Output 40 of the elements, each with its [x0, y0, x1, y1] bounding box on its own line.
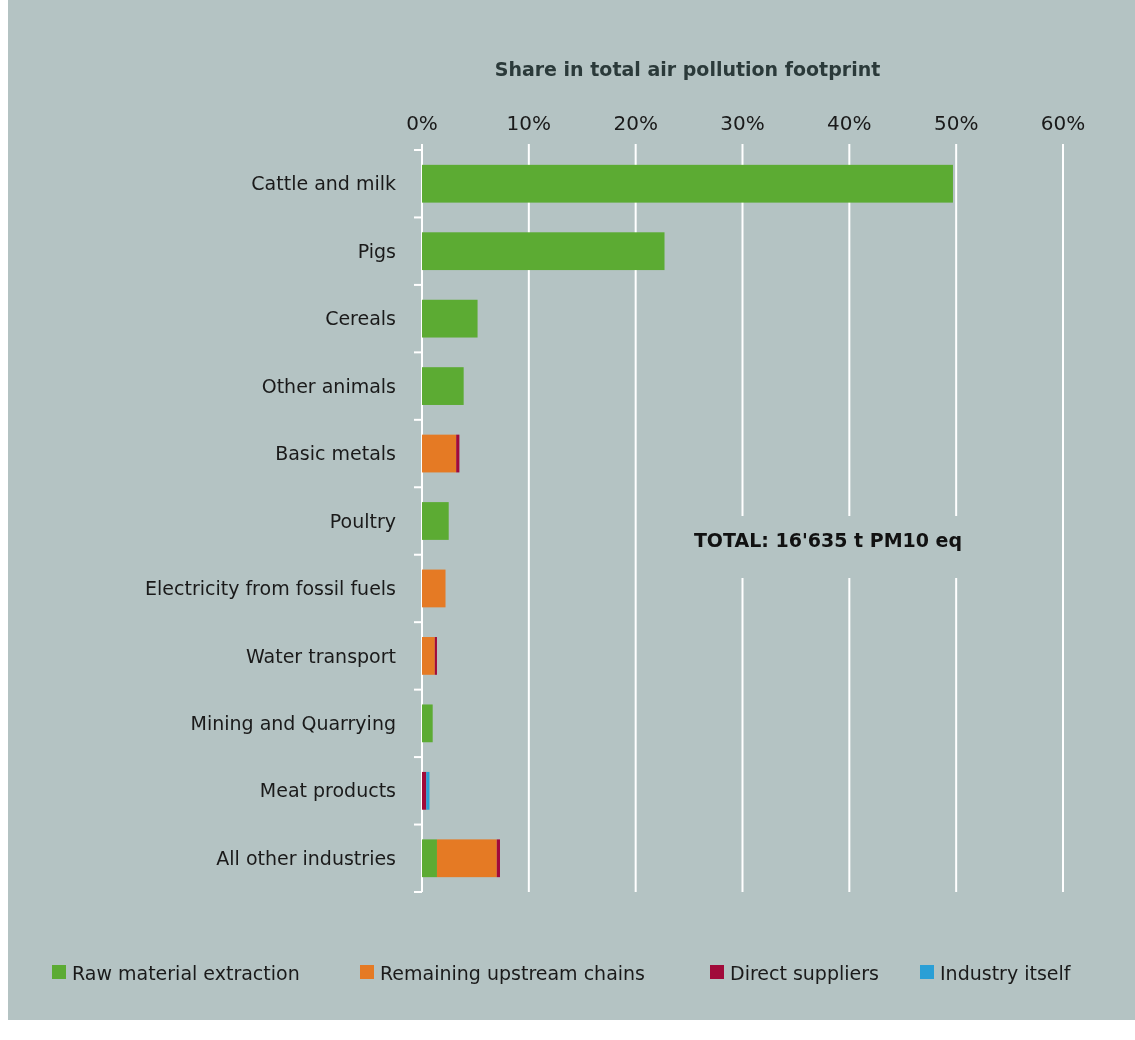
- x-tick-label: 20%: [613, 111, 658, 135]
- bar: [456, 434, 460, 473]
- y-tick-label: Water transport: [246, 644, 396, 667]
- x-tick-label: 0%: [406, 111, 438, 135]
- x-tick-label: 30%: [720, 111, 765, 135]
- bar: [422, 637, 435, 675]
- bar: [422, 771, 427, 810]
- x-tick-label: 40%: [827, 111, 872, 135]
- bar: [422, 434, 457, 473]
- bar: [422, 164, 953, 203]
- legend-label: Raw material extraction: [72, 961, 300, 984]
- y-tick-label: Cattle and milk: [251, 172, 396, 195]
- y-tick-label: Other animals: [261, 374, 396, 397]
- y-tick-label: Electricity from fossil fuels: [145, 577, 396, 600]
- bar: [426, 771, 430, 810]
- y-tick-label: Meat products: [259, 779, 396, 802]
- annotation: TOTAL: 16'635 t PM10 eq: [693, 528, 963, 551]
- y-tick-label: Cereals: [325, 307, 396, 330]
- x-tick-label: 60%: [1040, 111, 1086, 135]
- bar: [422, 839, 437, 878]
- bar: [422, 299, 478, 338]
- x-tick-label: 10%: [506, 111, 552, 135]
- legend-label: Industry itself: [940, 961, 1072, 984]
- bar: [436, 839, 497, 878]
- bar: [422, 704, 433, 743]
- y-tick-label: All other industries: [216, 846, 396, 869]
- x-axis-title: Share in total air pollution footprint: [494, 58, 881, 80]
- bar: [422, 502, 449, 540]
- legend-label: Direct suppliers: [730, 961, 879, 984]
- y-tick-label: Pigs: [357, 239, 396, 262]
- bar: [496, 839, 500, 878]
- bar: [422, 367, 464, 405]
- x-tick-label: 50%: [933, 111, 979, 135]
- bar: [422, 232, 665, 271]
- bar: [434, 637, 437, 675]
- legend-label: Remaining upstream chains: [380, 961, 646, 984]
- bar: [422, 569, 446, 608]
- y-tick-label: Mining and Quarrying: [190, 712, 396, 735]
- y-tick-label: Basic metals: [275, 442, 396, 465]
- y-tick-label: Poultry: [329, 509, 396, 532]
